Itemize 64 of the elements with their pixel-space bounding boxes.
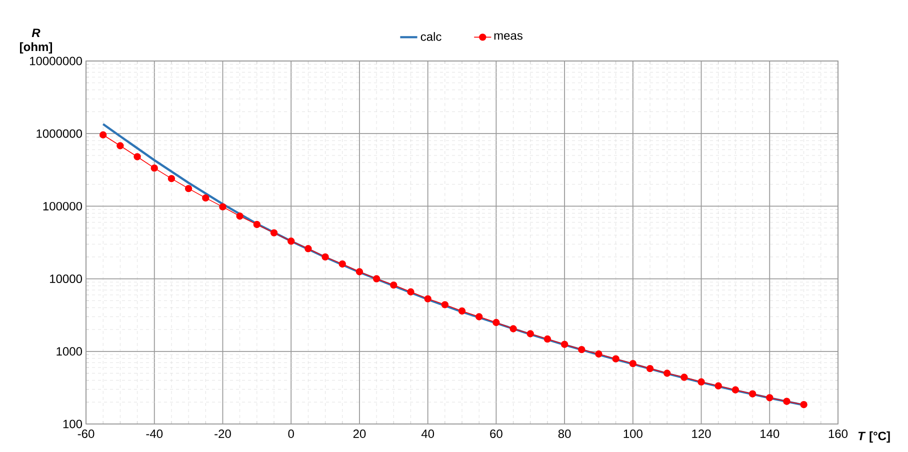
- point: [134, 153, 141, 160]
- point: [424, 295, 432, 302]
- point: [560, 340, 568, 348]
- x-tick-label: -60: [78, 430, 94, 438]
- point: [168, 174, 176, 182]
- point: [732, 386, 740, 394]
- point: [458, 307, 466, 315]
- point: [663, 370, 671, 377]
- point: [184, 184, 192, 192]
- point: [202, 194, 210, 202]
- legend-label: meas: [494, 33, 522, 40]
- point: [800, 400, 808, 408]
- point: [338, 260, 346, 268]
- x-tick-label: 60: [490, 430, 502, 438]
- point: [526, 330, 534, 338]
- point: [629, 360, 637, 368]
- x-tick-label: 100: [624, 430, 642, 438]
- point: [322, 253, 329, 261]
- point: [356, 268, 364, 276]
- x-tick-label: 40: [421, 430, 434, 438]
- point: [492, 318, 500, 326]
- point: [116, 142, 124, 150]
- point: [766, 394, 774, 402]
- point: [407, 288, 414, 296]
- x-tick-label: -40: [146, 430, 163, 438]
- point: [441, 301, 449, 308]
- point: [150, 164, 158, 172]
- x-tick-label: 0: [288, 430, 294, 438]
- x-tick-label: 80: [558, 430, 571, 438]
- x-tick-label: 120: [692, 430, 711, 438]
- point: [783, 398, 790, 405]
- point: [253, 220, 261, 228]
- point: [510, 325, 517, 332]
- x-tick-label: -20: [214, 430, 231, 438]
- point: [748, 390, 756, 398]
- x-tick-label: 20: [353, 430, 366, 438]
- y-tick-label: 100000: [43, 202, 82, 210]
- y-tick-label: 10000: [50, 274, 82, 284]
- point: [475, 313, 483, 320]
- y-tick-label: 100: [63, 420, 82, 428]
- point: [270, 229, 278, 236]
- point: [578, 346, 586, 354]
- y-axis-title: R [ohm]: [20, 28, 52, 54]
- point: [236, 212, 244, 220]
- point: [612, 355, 620, 362]
- point: [595, 350, 602, 358]
- x-tick-label: 160: [828, 430, 848, 438]
- point: [680, 374, 688, 381]
- point: [646, 364, 654, 372]
- point: [100, 131, 107, 138]
- point: [544, 335, 552, 343]
- x-tick-label: 140: [760, 430, 780, 438]
- point: [219, 203, 226, 210]
- point: [390, 281, 398, 289]
- legend-label: calc: [420, 32, 442, 41]
- point: [287, 238, 295, 245]
- point: [714, 382, 722, 390]
- y-tick-label: 1000000: [36, 129, 82, 138]
- y-tick-label: 1000: [56, 347, 82, 356]
- point: [304, 245, 312, 252]
- y-tick-label: 10000000: [30, 56, 82, 66]
- point: [372, 275, 380, 282]
- point: [698, 378, 705, 386]
- x-axis-title: T [°C]: [858, 431, 890, 443]
